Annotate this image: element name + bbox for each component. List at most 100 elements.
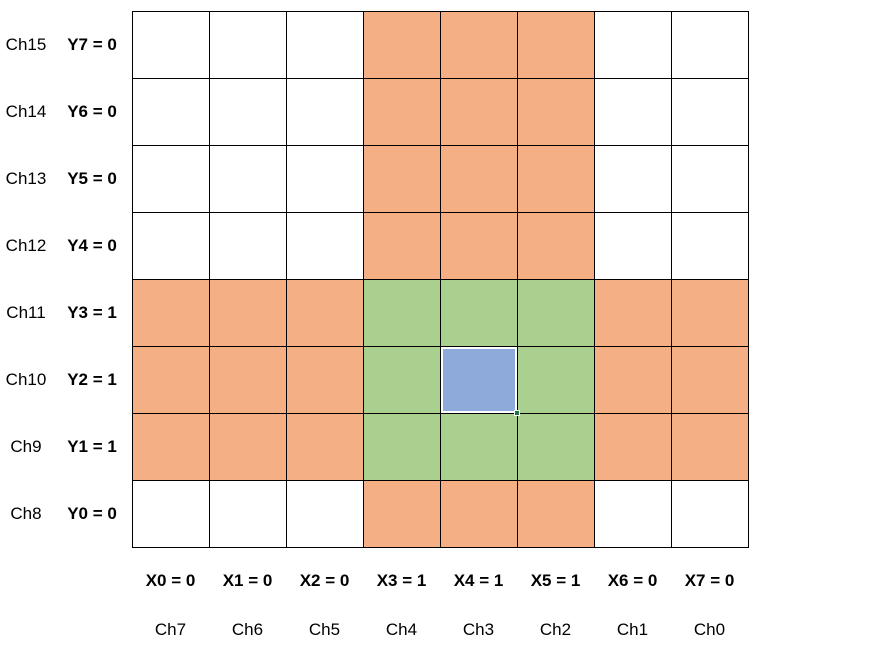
grid-cell bbox=[517, 212, 594, 279]
grid-cell bbox=[209, 212, 286, 279]
column-channel-label: Ch2 bbox=[539, 620, 572, 639]
grid-cell bbox=[440, 11, 517, 78]
grid-cell bbox=[517, 413, 594, 480]
grid-cell bbox=[209, 78, 286, 145]
grid-cell bbox=[132, 78, 209, 145]
grid-line-vertical bbox=[132, 11, 133, 548]
grid-cell bbox=[517, 11, 594, 78]
column-x-value-label: X1 = 0 bbox=[222, 571, 273, 590]
column-x-value-label: X5 = 1 bbox=[530, 571, 581, 590]
column-x-value-label: X4 = 1 bbox=[453, 571, 504, 590]
row-channel-label: Ch15 bbox=[5, 35, 47, 54]
grid-cell bbox=[671, 413, 748, 480]
grid-cell bbox=[209, 11, 286, 78]
column-x-value-label: X2 = 0 bbox=[299, 571, 350, 590]
row-y-value-label: Y0 = 0 bbox=[67, 504, 117, 523]
grid-cell bbox=[363, 11, 440, 78]
column-x-value-label: X6 = 0 bbox=[607, 571, 658, 590]
grid-cell bbox=[671, 78, 748, 145]
grid-cell bbox=[440, 78, 517, 145]
column-x-value-label: X3 = 1 bbox=[376, 571, 427, 590]
grid-cell bbox=[440, 212, 517, 279]
column-channel-label: Ch0 bbox=[693, 620, 726, 639]
grid-cell bbox=[517, 279, 594, 346]
grid-cell bbox=[517, 145, 594, 212]
row-channel-label: Ch11 bbox=[6, 303, 46, 322]
grid-cell bbox=[286, 212, 363, 279]
grid-cell bbox=[363, 212, 440, 279]
grid-cell bbox=[286, 145, 363, 212]
row-y-value-label: Y7 = 0 bbox=[67, 35, 117, 54]
grid-cell bbox=[517, 346, 594, 413]
grid-line-vertical bbox=[671, 11, 672, 548]
grid-cell bbox=[594, 279, 671, 346]
grid-cell bbox=[671, 212, 748, 279]
column-channel-label: Ch6 bbox=[231, 620, 264, 639]
grid-cell bbox=[132, 279, 209, 346]
grid-cell bbox=[594, 11, 671, 78]
grid-cell bbox=[286, 78, 363, 145]
grid-line-vertical bbox=[440, 11, 441, 548]
grid-cell bbox=[440, 346, 517, 413]
column-x-value-label: X0 = 0 bbox=[145, 571, 196, 590]
grid-cell bbox=[517, 480, 594, 547]
grid-cell bbox=[363, 145, 440, 212]
row-y-value-label: Y5 = 0 bbox=[67, 169, 117, 188]
grid-cell bbox=[209, 413, 286, 480]
grid-cell bbox=[132, 480, 209, 547]
grid-cell bbox=[209, 279, 286, 346]
row-channel-label: Ch8 bbox=[10, 504, 42, 523]
grid-cell bbox=[671, 145, 748, 212]
grid-cell bbox=[286, 413, 363, 480]
grid-cell bbox=[132, 413, 209, 480]
grid-cell bbox=[132, 212, 209, 279]
grid-cell bbox=[440, 480, 517, 547]
grid-cell bbox=[132, 346, 209, 413]
grid-cell bbox=[286, 11, 363, 78]
grid-cell bbox=[594, 145, 671, 212]
column-x-value-label: X7 = 0 bbox=[684, 571, 735, 590]
row-y-value-label: Y6 = 0 bbox=[67, 102, 117, 121]
grid-cell bbox=[286, 279, 363, 346]
grid-cell bbox=[440, 413, 517, 480]
grid-cell bbox=[671, 11, 748, 78]
row-channel-label: Ch12 bbox=[5, 236, 47, 255]
selected-cell-outline[interactable] bbox=[441, 347, 517, 413]
grid-cell bbox=[440, 145, 517, 212]
column-channel-label: Ch7 bbox=[154, 620, 187, 639]
grid-cell bbox=[363, 346, 440, 413]
row-y-value-label: Y1 = 1 bbox=[67, 437, 117, 456]
grid-cell bbox=[363, 413, 440, 480]
grid-line-vertical bbox=[286, 11, 287, 548]
grid-cell bbox=[286, 480, 363, 547]
row-channel-label: Ch10 bbox=[5, 370, 47, 389]
grid-cell bbox=[132, 145, 209, 212]
selection-fill-handle[interactable] bbox=[514, 410, 520, 416]
column-channel-label: Ch4 bbox=[385, 620, 418, 639]
grid-cell bbox=[363, 480, 440, 547]
grid-cell bbox=[363, 279, 440, 346]
grid-cell bbox=[594, 346, 671, 413]
grid-cell bbox=[209, 346, 286, 413]
grid-cell bbox=[363, 78, 440, 145]
column-channel-label: Ch1 bbox=[616, 620, 649, 639]
grid-cell bbox=[517, 78, 594, 145]
grid-cell bbox=[671, 480, 748, 547]
row-y-value-label: Y4 = 0 bbox=[67, 236, 117, 255]
grid-line-vertical bbox=[209, 11, 210, 548]
row-channel-label: Ch13 bbox=[5, 169, 47, 188]
row-y-value-label: Y2 = 1 bbox=[67, 370, 117, 389]
grid-cell bbox=[209, 480, 286, 547]
grid-cell bbox=[132, 11, 209, 78]
row-channel-label: Ch14 bbox=[5, 102, 47, 121]
grid-cell bbox=[671, 346, 748, 413]
grid-cell bbox=[594, 413, 671, 480]
grid-line-vertical bbox=[517, 11, 518, 548]
grid-cell bbox=[594, 212, 671, 279]
row-y-value-label: Y3 = 1 bbox=[67, 303, 117, 322]
grid-cell bbox=[209, 145, 286, 212]
grid-cell bbox=[671, 279, 748, 346]
grid-cell bbox=[594, 78, 671, 145]
grid-line-vertical bbox=[363, 11, 364, 548]
